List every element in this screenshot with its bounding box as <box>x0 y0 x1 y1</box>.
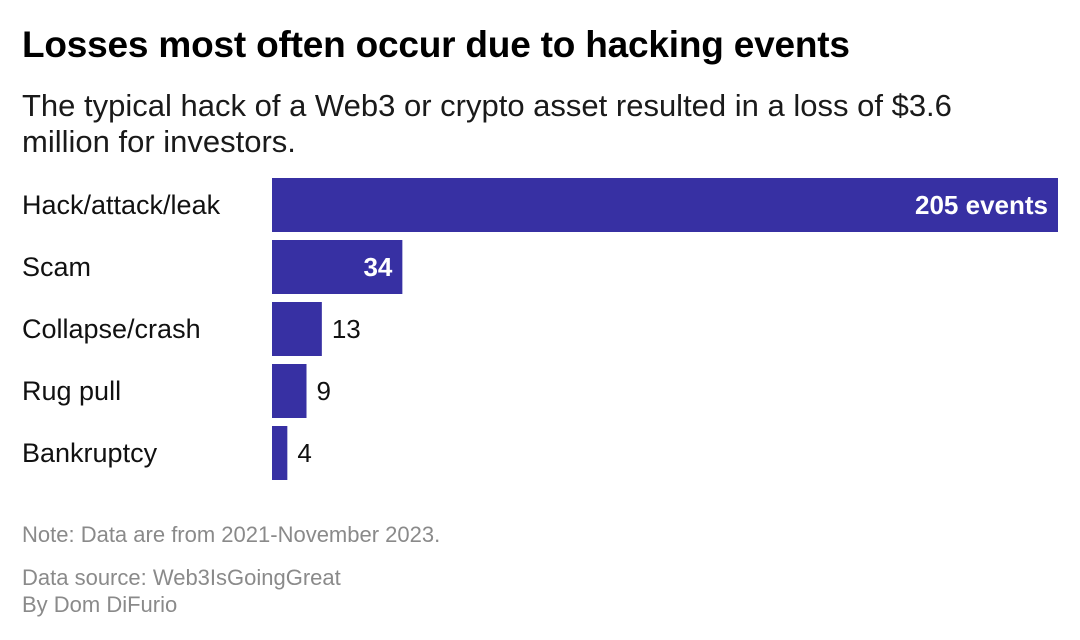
chart-note: Note: Data are from 2021-November 2023. <box>22 522 441 547</box>
value-label: 34 <box>363 252 392 282</box>
chart-title: Losses most often occur due to hacking e… <box>22 24 850 65</box>
chart-source: Data source: Web3IsGoingGreat By Dom DiF… <box>22 564 341 618</box>
value-label: 9 <box>317 376 331 406</box>
chart-subtitle: The typical hack of a Web3 or crypto ass… <box>22 88 952 159</box>
data-source: Data source: Web3IsGoingGreat <box>22 565 341 590</box>
category-label: Rug pull <box>22 376 121 406</box>
value-label: 205 events <box>915 190 1048 220</box>
byline: By Dom DiFurio <box>22 592 178 617</box>
category-label: Collapse/crash <box>22 314 201 344</box>
category-label: Hack/attack/leak <box>22 190 221 220</box>
bar-chart: Hack/attack/leak 205 events Scam 34 Collapse… <box>22 178 1058 480</box>
bar <box>272 302 322 356</box>
value-label: 13 <box>332 314 361 344</box>
bar <box>272 364 307 418</box>
bar <box>272 240 403 294</box>
bar <box>272 426 288 480</box>
category-label: Bankruptcy <box>22 438 158 468</box>
category-label: Scam <box>22 252 91 282</box>
bar <box>272 178 1058 232</box>
value-label: 4 <box>297 438 311 468</box>
